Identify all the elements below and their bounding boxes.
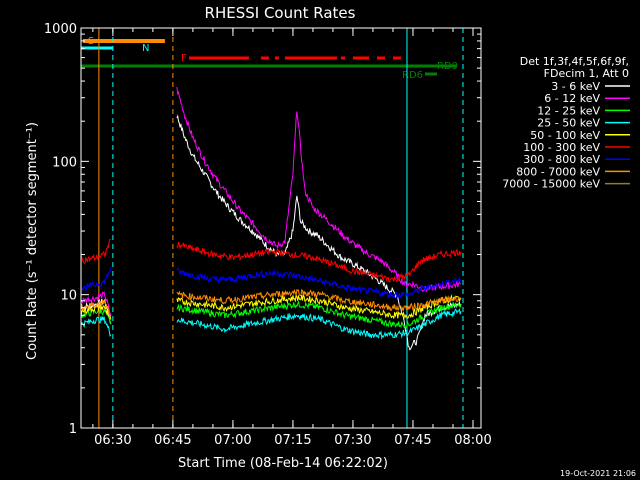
- y-axis-label: Count Rate (s⁻¹ detector segment⁻¹): [25, 122, 40, 360]
- series-line-3-1: [176, 307, 462, 340]
- x-tick-label-0: 06:30: [94, 433, 131, 448]
- legend-entry-label-1: 6 - 12 keV: [544, 92, 600, 105]
- annotation-label-n: N: [142, 43, 149, 54]
- series-line-5-0: [80, 238, 112, 264]
- series-line-7-1: [176, 288, 462, 312]
- annotation-label-rd9: RD9: [437, 61, 458, 72]
- legend-entry-label-8: 7000 - 15000 keV: [502, 178, 600, 191]
- legend-entry-label-6: 300 - 800 keV: [523, 153, 600, 166]
- legend-entry-label-7: 800 - 7000 keV: [516, 165, 600, 178]
- series-line-1-1: [176, 86, 462, 293]
- legend-header-1: FDecim 1, Att 0: [544, 67, 629, 80]
- plot-area: S N F RD9 RD6 1 10 100 1000 06:30 06:45 07:00 07:15 0…: [44, 22, 492, 448]
- legend: Det 1f,3f,4f,5f,6f,9f,FDecim 1, Att 03 -…: [502, 55, 630, 191]
- legend-header-0: Det 1f,3f,4f,5f,6f,9f,: [520, 55, 629, 68]
- x-tick-label-4: 07:30: [334, 433, 371, 448]
- annotation-label-rd6: RD6: [402, 70, 423, 81]
- x-axis-label: Start Time (08-Feb-14 06:22:02): [178, 456, 388, 471]
- series-line-4-1: [176, 293, 462, 319]
- chart-title: RHESSI Count Rates: [205, 4, 356, 22]
- legend-entry-label-0: 3 - 6 keV: [551, 80, 600, 93]
- series-line-2-1: [176, 301, 462, 329]
- y-tick-label-1: 10: [60, 289, 77, 304]
- annotation-label-s: S: [88, 36, 94, 47]
- annotation-label-f: F: [181, 53, 187, 64]
- axes-frame: [80, 27, 482, 429]
- x-tick-label-2: 07:00: [214, 433, 251, 448]
- x-tick-label-3: 07:15: [274, 433, 311, 448]
- y-tick-label-0: 1: [69, 422, 77, 437]
- y-tick-label-2: 100: [52, 155, 77, 170]
- series-line-3-0: [80, 316, 112, 337]
- series-line-1-0: [80, 290, 112, 316]
- legend-entry-label-4: 50 - 100 keV: [530, 129, 600, 142]
- series-line-0-1: [176, 114, 462, 351]
- y-tick-label-3: 1000: [44, 22, 77, 37]
- x-tick-label-5: 07:45: [394, 433, 431, 448]
- legend-entry-label-5: 100 - 300 keV: [523, 141, 600, 154]
- legend-entry-label-3: 25 - 50 keV: [537, 117, 600, 130]
- timestamp: 19-Oct-2021 21:06: [560, 469, 636, 478]
- legend-entry-label-2: 12 - 25 keV: [537, 104, 600, 117]
- series-line-5-1: [176, 241, 462, 283]
- x-tick-label-6: 08:00: [454, 433, 491, 448]
- series-line-7-0: [80, 298, 112, 318]
- series-line-6-0: [80, 267, 112, 293]
- series-line-6-1: [176, 267, 462, 300]
- x-tick-label-1: 06:45: [154, 433, 191, 448]
